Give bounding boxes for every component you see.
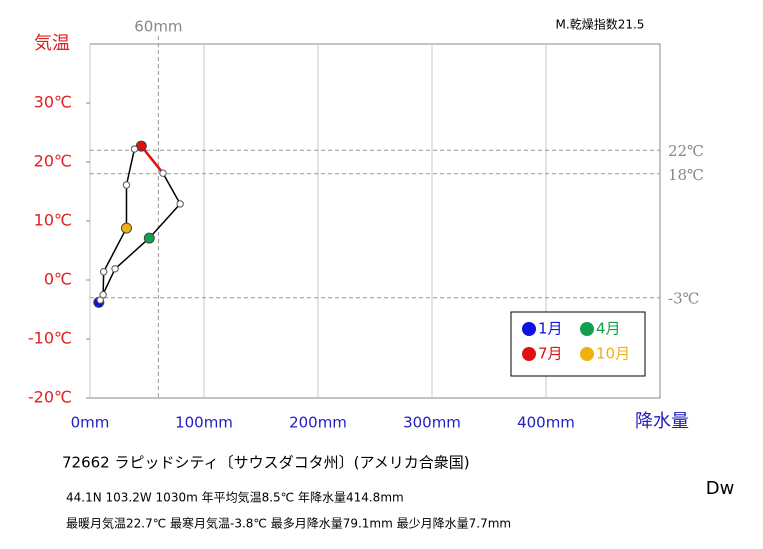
month-point — [120, 222, 132, 234]
climate-type: Dw — [706, 478, 735, 499]
legend-label: 10月 — [596, 345, 630, 363]
reference-label: 18℃ — [668, 166, 704, 184]
y-tick-label: -10℃ — [28, 329, 72, 348]
month-point — [99, 291, 107, 299]
line-segment — [103, 227, 128, 273]
legend-marker — [580, 322, 594, 336]
line-segment — [162, 172, 181, 205]
info: 最暖月気温22.7℃ 最寒月気温-3.8℃ 最多月降水量79.1mm 最少月降水… — [66, 516, 511, 531]
x-tick-label: 400mm — [517, 414, 575, 432]
reference-label: -3℃ — [668, 290, 699, 308]
line-segment — [114, 237, 150, 270]
y-axis-label: 気温 — [34, 33, 70, 54]
y-tick-label: 20℃ — [34, 152, 72, 171]
month-point — [122, 181, 131, 189]
line-segment — [140, 145, 164, 174]
reference-label: 22℃ — [668, 142, 704, 160]
month-point — [176, 200, 184, 208]
dryness-index: M.乾燥指数21.5 — [556, 17, 645, 32]
legend-label: 1月 — [538, 320, 563, 338]
legend-label: 7月 — [538, 345, 563, 363]
y-tick-label: 10℃ — [34, 211, 72, 230]
line-segment — [148, 203, 181, 239]
y-tick-label: 30℃ — [34, 93, 72, 112]
line-segment — [125, 148, 136, 186]
info: 44.1N 103.2W 1030m 年平均気温8.5℃ 年降水量414.8mm — [66, 490, 404, 505]
x-tick-label: 100mm — [175, 414, 233, 432]
x-tick-label: 300mm — [403, 414, 461, 432]
x-tick-label: 200mm — [289, 414, 347, 432]
month-point — [130, 145, 139, 153]
y-tick-label: 0℃ — [44, 270, 72, 289]
month-point — [99, 268, 108, 276]
x-axis-label: 降水量 — [635, 411, 689, 432]
legend-box — [510, 311, 646, 377]
month-point — [143, 232, 155, 244]
month-point — [111, 265, 119, 273]
legend-marker — [522, 322, 536, 336]
legend-label: 4月 — [596, 320, 621, 338]
legend-marker — [522, 347, 536, 361]
x-tick-label: 0mm — [71, 414, 110, 432]
line-segment — [102, 271, 105, 295]
month-point — [159, 169, 167, 177]
y-tick-label: -20℃ — [28, 388, 72, 407]
legend-marker — [580, 347, 594, 361]
station: 72662 ラピッドシティ〔サウスダコタ州〕(アメリカ合衆国) — [62, 454, 470, 472]
reference-label: 60mm — [134, 18, 182, 36]
